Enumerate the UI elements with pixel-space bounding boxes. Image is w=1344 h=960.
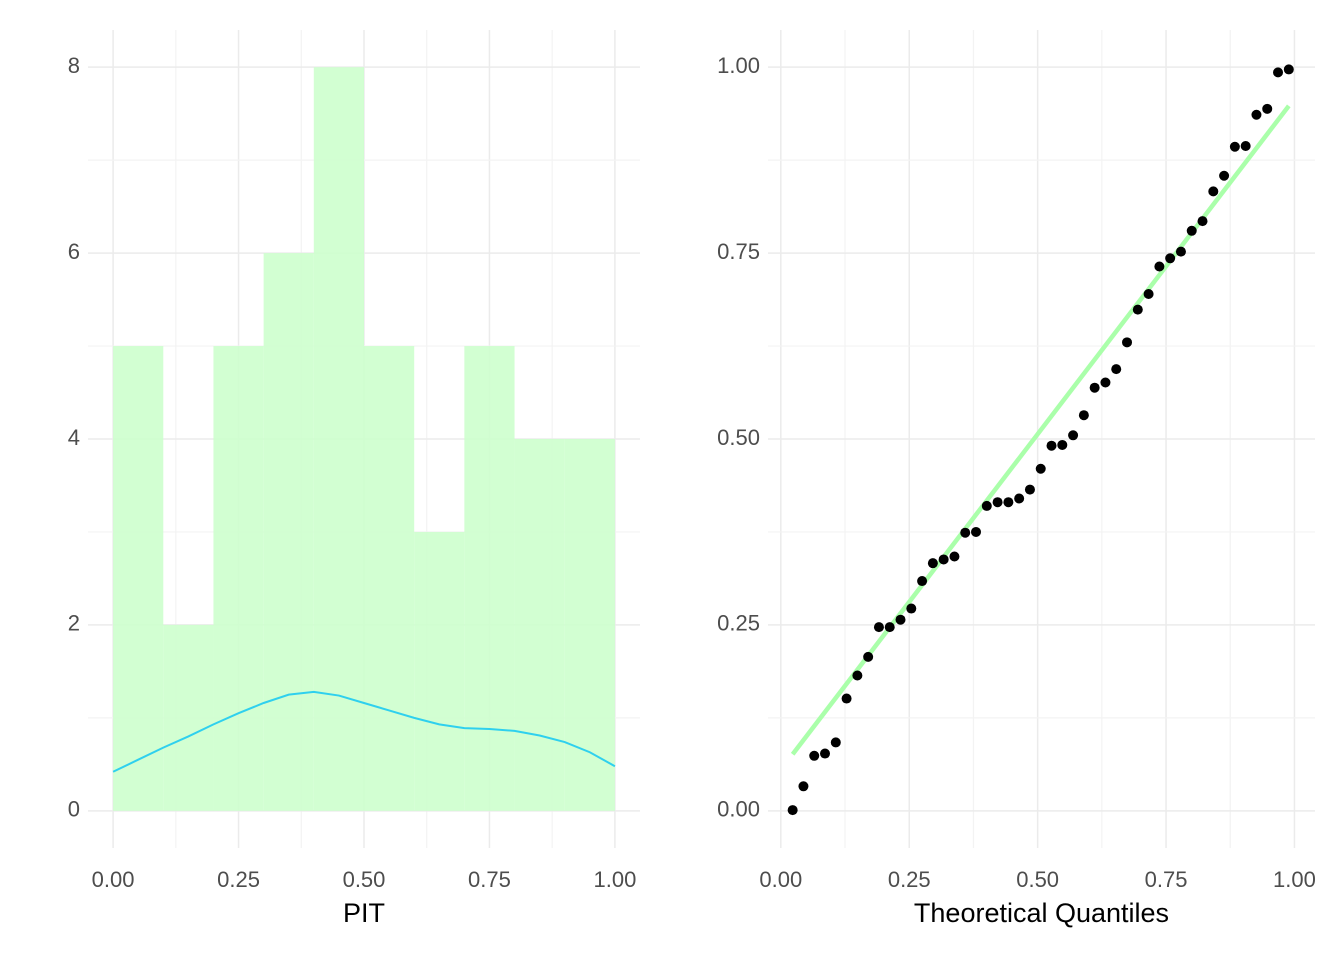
x-tick-label: 0.25 — [217, 867, 260, 892]
point — [895, 614, 906, 625]
point — [1046, 440, 1057, 451]
y-tick-label: 2 — [68, 611, 80, 636]
point — [1132, 304, 1143, 315]
y-tick-label: 0.50 — [717, 425, 760, 450]
histogram-bar — [364, 346, 415, 811]
y-tick-label: 0.75 — [717, 239, 760, 264]
point — [830, 737, 841, 748]
x-axis-title: PIT — [343, 898, 385, 928]
x-tick-label: 0.75 — [468, 867, 511, 892]
point — [1165, 253, 1176, 264]
point — [873, 622, 884, 633]
point — [852, 670, 863, 681]
histogram-bar — [564, 439, 615, 811]
point — [1273, 67, 1284, 78]
point — [1057, 439, 1068, 450]
point — [1024, 484, 1035, 495]
point — [1154, 261, 1165, 272]
point — [798, 781, 809, 792]
y-tick-label: 8 — [68, 53, 80, 78]
point — [1175, 246, 1186, 257]
point — [1143, 288, 1154, 299]
histogram-bar — [113, 346, 164, 811]
point — [971, 526, 982, 537]
point — [863, 651, 874, 662]
point — [906, 603, 917, 614]
point — [960, 527, 971, 538]
point — [1208, 186, 1219, 197]
point — [1240, 141, 1251, 152]
x-tick-label: 0.50 — [1016, 867, 1059, 892]
y-tick-label: 4 — [68, 425, 80, 450]
x-tick-label: 0.25 — [888, 867, 931, 892]
point — [1229, 141, 1240, 152]
point — [981, 500, 992, 511]
point — [1186, 225, 1197, 236]
point — [841, 693, 852, 704]
point — [1068, 430, 1079, 441]
x-tick-label: 0.75 — [1145, 867, 1188, 892]
point — [1089, 382, 1100, 393]
reference-line — [790, 104, 1291, 756]
histogram-bar — [163, 624, 214, 811]
x-axis-title: Theoretical Quantiles — [914, 898, 1169, 928]
point — [1197, 216, 1208, 227]
y-tick-label: 1.00 — [717, 53, 760, 78]
histogram-bar — [313, 67, 364, 811]
point — [884, 622, 895, 633]
histogram-bar — [263, 253, 314, 811]
point — [949, 551, 960, 562]
point — [1111, 364, 1122, 375]
point — [992, 497, 1003, 508]
point — [1219, 170, 1230, 181]
point — [1035, 463, 1046, 474]
point — [917, 576, 928, 587]
x-tick-label: 0.00 — [92, 867, 135, 892]
x-tick-label: 0.50 — [343, 867, 386, 892]
x-tick-label: 0.00 — [759, 867, 802, 892]
point — [1251, 109, 1262, 120]
point — [938, 554, 949, 565]
point — [1283, 64, 1294, 75]
point — [1003, 497, 1014, 508]
point — [1014, 493, 1025, 504]
y-tick-label: 0 — [68, 797, 80, 822]
histogram-bar — [414, 531, 465, 811]
histogram-bar — [464, 346, 515, 811]
point — [820, 748, 831, 759]
x-tick-label: 1.00 — [1273, 867, 1316, 892]
point — [1100, 377, 1111, 388]
point — [1078, 410, 1089, 421]
histogram-bar — [514, 439, 565, 811]
y-tick-label: 0.25 — [717, 611, 760, 636]
point — [1122, 337, 1133, 348]
x-tick-label: 1.00 — [593, 867, 636, 892]
y-tick-label: 6 — [68, 239, 80, 264]
histogram-bar — [213, 346, 264, 811]
point — [927, 558, 938, 569]
point — [1262, 103, 1273, 114]
y-tick-label: 0.00 — [717, 797, 760, 822]
point — [809, 750, 820, 761]
density-line — [112, 690, 616, 773]
point — [787, 805, 798, 816]
